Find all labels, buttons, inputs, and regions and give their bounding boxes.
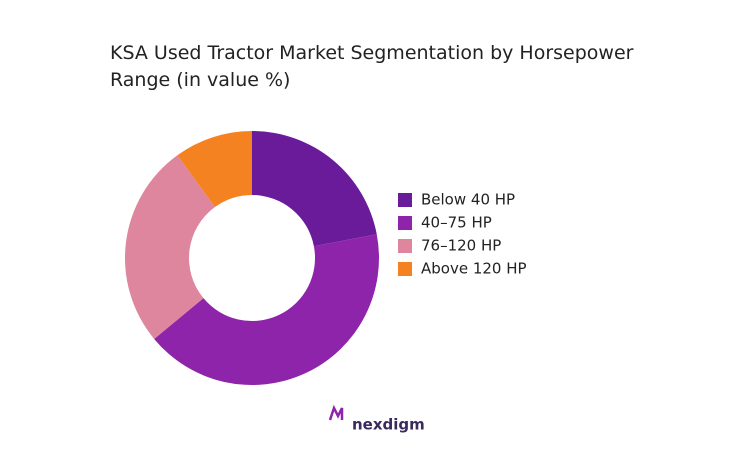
donut-slice xyxy=(252,131,377,247)
logo-text: nexdigm xyxy=(352,416,425,434)
legend-swatch xyxy=(398,193,412,207)
legend-swatch xyxy=(398,216,412,230)
donut-slice xyxy=(124,155,215,339)
donut-slice xyxy=(177,131,252,208)
legend-swatch xyxy=(398,239,412,253)
legend-label: Above 120 HP xyxy=(421,260,527,278)
logo-icon xyxy=(328,404,344,421)
legend-label: 76–120 HP xyxy=(421,237,501,255)
donut-slice xyxy=(154,234,380,386)
legend-label: Below 40 HP xyxy=(421,191,515,209)
legend-swatch xyxy=(398,262,412,276)
chart-title: KSA Used Tractor Market Segmentation by … xyxy=(110,42,634,91)
legend-label: 40–75 HP xyxy=(421,214,492,232)
